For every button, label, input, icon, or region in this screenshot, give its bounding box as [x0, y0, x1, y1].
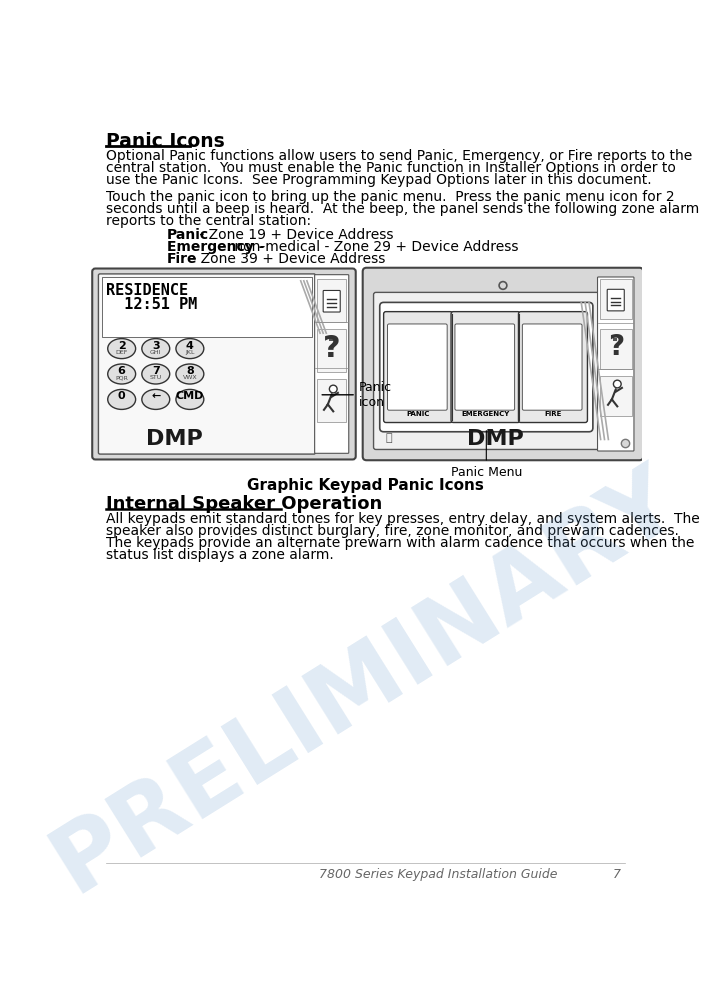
Text: GHI: GHI	[150, 350, 162, 355]
FancyBboxPatch shape	[455, 324, 515, 410]
Text: All keypads emit standard tones for key presses, entry delay, and system alerts.: All keypads emit standard tones for key …	[106, 512, 700, 526]
Text: - Zone 39 + Device Address: - Zone 39 + Device Address	[187, 252, 385, 266]
FancyBboxPatch shape	[518, 312, 588, 422]
Ellipse shape	[142, 339, 170, 359]
Text: ?: ?	[607, 333, 624, 362]
FancyBboxPatch shape	[451, 312, 520, 422]
Text: 6: 6	[118, 366, 125, 375]
Text: 8: 8	[186, 366, 194, 375]
Text: status list displays a zone alarm.: status list displays a zone alarm.	[106, 548, 334, 562]
Text: 7: 7	[612, 868, 621, 880]
Ellipse shape	[142, 389, 170, 409]
Text: FIRE: FIRE	[544, 411, 562, 417]
Ellipse shape	[108, 389, 135, 409]
Text: PANIC: PANIC	[406, 411, 430, 417]
FancyBboxPatch shape	[607, 289, 625, 311]
Text: PRELIMINARY: PRELIMINARY	[36, 452, 694, 911]
Bar	[600, 375, 632, 415]
FancyBboxPatch shape	[380, 303, 593, 431]
Text: speaker also provides distinct burglary, fire, zone monitor, and prewarn cadence: speaker also provides distinct burglary,…	[106, 524, 679, 538]
Ellipse shape	[108, 339, 135, 359]
Text: RESIDENCE: RESIDENCE	[106, 283, 188, 298]
Text: 12:51 PM: 12:51 PM	[106, 297, 198, 312]
Text: central station.  You must enable the Panic function in Installer Options in ord: central station. You must enable the Pan…	[106, 160, 676, 174]
Bar	[101, 277, 312, 337]
Text: 3: 3	[152, 341, 160, 351]
FancyBboxPatch shape	[384, 312, 453, 422]
Text: Fire: Fire	[167, 252, 197, 266]
Text: Panic Icons: Panic Icons	[106, 131, 225, 150]
Text: Optional Panic functions allow users to send Panic, Emergency, or Fire reports t: Optional Panic functions allow users to …	[106, 148, 692, 162]
FancyBboxPatch shape	[597, 277, 634, 451]
FancyBboxPatch shape	[374, 293, 599, 449]
Text: DMP: DMP	[146, 429, 203, 449]
Text: EMERGENCY: EMERGENCY	[461, 411, 510, 417]
FancyBboxPatch shape	[314, 275, 349, 453]
Bar	[613, 338, 617, 341]
Bar	[317, 379, 347, 421]
Text: - Zone 19 + Device Address: - Zone 19 + Device Address	[195, 228, 393, 242]
Text: VWX: VWX	[183, 375, 198, 380]
Bar	[317, 279, 347, 322]
Ellipse shape	[176, 339, 204, 359]
FancyBboxPatch shape	[98, 274, 315, 454]
Bar	[329, 339, 334, 342]
Text: non-medical - Zone 29 + Device Address: non-medical - Zone 29 + Device Address	[230, 240, 518, 254]
Text: reports to the central station:: reports to the central station:	[106, 214, 312, 228]
Text: seconds until a beep is heard.  At the beep, the panel sends the following zone : seconds until a beep is heard. At the be…	[106, 202, 699, 216]
Circle shape	[329, 385, 337, 392]
FancyBboxPatch shape	[92, 269, 356, 459]
Text: The keypads provide an alternate prewarn with alarm cadence that occurs when the: The keypads provide an alternate prewarn…	[106, 536, 694, 550]
FancyBboxPatch shape	[523, 324, 582, 410]
Text: Touch the panic icon to bring up the panic menu.  Press the panic menu icon for : Touch the panic icon to bring up the pan…	[106, 190, 674, 204]
Text: use the Panic Icons.  See Programming Keypad Options later in this document.: use the Panic Icons. See Programming Key…	[106, 172, 652, 186]
Circle shape	[499, 282, 507, 289]
Text: STU: STU	[150, 375, 162, 380]
Text: 0: 0	[118, 391, 125, 401]
Text: ?: ?	[323, 334, 341, 363]
Text: 7800 Series Keypad Installation Guide: 7800 Series Keypad Installation Guide	[319, 868, 558, 880]
Text: ←: ←	[151, 391, 160, 401]
FancyBboxPatch shape	[387, 324, 447, 410]
Ellipse shape	[108, 364, 135, 384]
Text: DMP: DMP	[467, 429, 523, 449]
FancyBboxPatch shape	[363, 268, 643, 460]
Text: Panic Menu: Panic Menu	[451, 430, 522, 479]
Text: 4: 4	[186, 341, 194, 351]
Text: Internal Speaker Operation: Internal Speaker Operation	[106, 495, 382, 513]
Text: JKL: JKL	[185, 350, 195, 355]
Bar	[600, 279, 632, 320]
Text: DEF: DEF	[116, 350, 128, 355]
Text: Emergency -: Emergency -	[167, 240, 264, 254]
Text: 7: 7	[152, 366, 160, 375]
Text: Graphic Keypad Panic Icons: Graphic Keypad Panic Icons	[247, 478, 484, 493]
Text: Panic
icon: Panic icon	[322, 380, 392, 408]
Text: 2: 2	[118, 341, 125, 351]
Bar	[600, 330, 632, 370]
Text: Panic: Panic	[167, 228, 209, 242]
Text: 👍: 👍	[385, 433, 392, 443]
Ellipse shape	[142, 364, 170, 384]
FancyBboxPatch shape	[323, 291, 340, 312]
Bar	[317, 330, 347, 372]
Text: CMD: CMD	[175, 391, 204, 401]
Ellipse shape	[176, 389, 204, 409]
Text: PQR: PQR	[116, 375, 128, 380]
Circle shape	[613, 380, 621, 387]
Ellipse shape	[176, 364, 204, 384]
